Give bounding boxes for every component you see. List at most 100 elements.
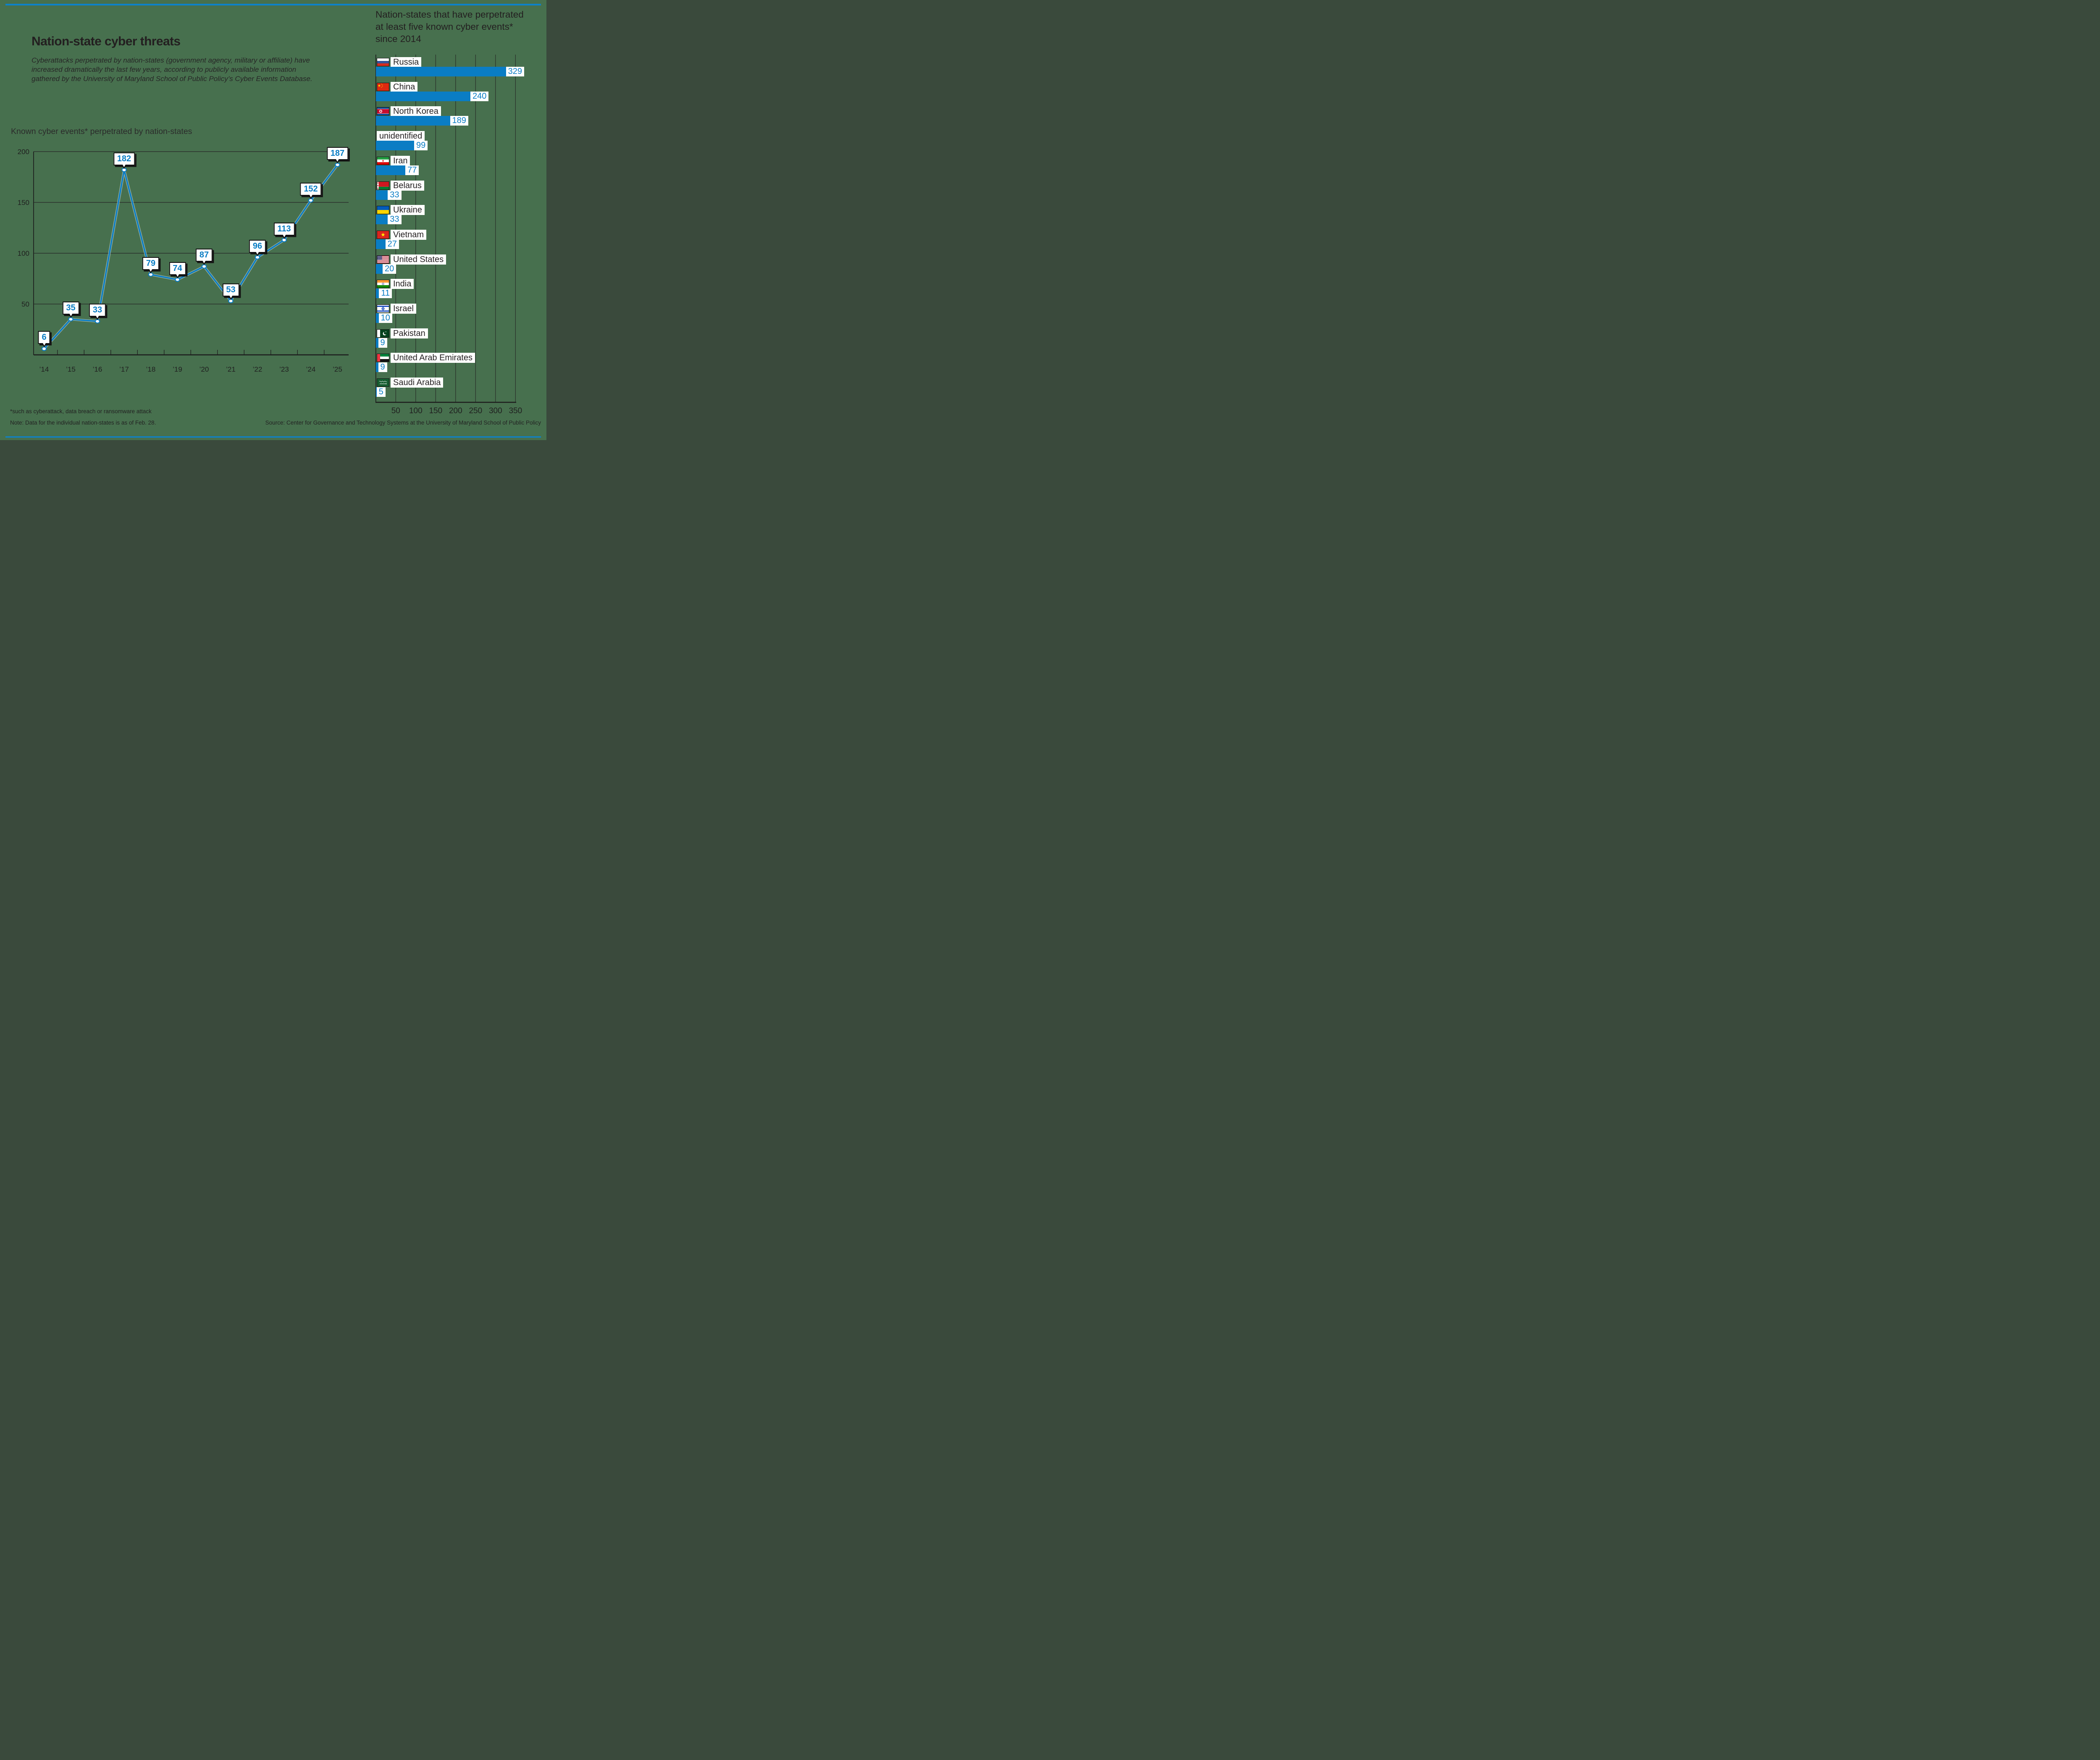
bar-chart-title: Nation-states that have perpetrated at l… (375, 9, 524, 44)
top-accent-rule (5, 4, 541, 5)
x-axis-label: ’21 (226, 365, 236, 373)
bar-x-axis-label: 200 (449, 407, 462, 415)
belarus-flag-icon (377, 181, 389, 190)
y-axis-label: 100 (18, 249, 29, 257)
saudi-arabia-flag-icon (377, 378, 389, 387)
bar-value-label: 27 (385, 239, 399, 249)
page-subtitle: Cyberattacks perpetrated by nation-state… (32, 56, 312, 83)
value-callout: 35 (62, 302, 79, 315)
pakistan-flag-icon (377, 329, 389, 338)
ukraine-flag-icon (377, 206, 389, 215)
bar-x-axis-label: 100 (409, 407, 423, 415)
country-name: Ukraine (391, 205, 425, 215)
country-name: Vietnam (391, 229, 427, 240)
value-callout: 182 (113, 152, 135, 165)
country-label-row: Vietnam (377, 229, 427, 240)
data-point-marker (255, 255, 260, 260)
country-name: Russia (391, 57, 422, 67)
data-point-marker (121, 168, 127, 172)
x-axis-label: ’15 (66, 365, 76, 373)
bar-x-axis-label: 150 (429, 407, 443, 415)
value-callout: 87 (195, 249, 213, 262)
x-axis-label: ’18 (146, 365, 156, 373)
x-axis-label: ’25 (333, 365, 342, 373)
value-callout: 6 (38, 331, 50, 344)
iran-flag-icon (377, 156, 389, 165)
country-name: Pakistan (391, 328, 428, 338)
bottom-accent-rule (5, 436, 541, 438)
country-label-row: United States (377, 254, 446, 265)
data-point-marker (68, 317, 74, 322)
bar-x-axis-label: 50 (391, 407, 400, 415)
bar-value-label: 20 (383, 264, 396, 274)
country-name: Israel (391, 304, 416, 314)
bar-value-label: 5 (376, 387, 386, 397)
bar-segment (376, 141, 415, 151)
y-axis-label: 150 (18, 199, 29, 207)
vietnam-flag-icon (377, 230, 389, 239)
country-label-row: Russia (377, 57, 422, 67)
bar-segment (376, 362, 380, 372)
bar-value-label: 99 (414, 141, 428, 151)
value-callout: 53 (222, 283, 239, 296)
data-line (43, 164, 338, 349)
bar-segment (376, 190, 389, 200)
x-axis-label: ’22 (253, 365, 262, 373)
bar-value-label: 240 (470, 91, 489, 101)
country-name: unidentified (377, 131, 425, 142)
y-axis-label: 200 (18, 148, 29, 156)
china-flag-icon (377, 82, 389, 91)
bar-x-axis-label: 250 (469, 407, 483, 415)
country-name: Saudi Arabia (391, 378, 444, 388)
value-callout: 113 (273, 222, 295, 236)
data-point-marker (308, 198, 314, 203)
bar-segment (376, 313, 380, 323)
bar-x-axis-label: 300 (488, 407, 502, 415)
bar-segment (376, 91, 472, 101)
value-callout: 79 (142, 257, 160, 270)
bar-value-label: 10 (378, 313, 392, 323)
bar-segment (376, 289, 381, 299)
country-name: North Korea (391, 106, 441, 117)
country-name: Belarus (391, 180, 424, 191)
country-label-row: North Korea (377, 106, 441, 117)
bar-value-label: 11 (379, 289, 392, 299)
bar-segment (376, 215, 389, 225)
country-name: China (391, 81, 418, 92)
country-name: United States (391, 254, 446, 265)
bar-segment (376, 338, 380, 348)
country-label-row: India (377, 279, 414, 289)
bar-chart: Russia 329 China 240 North Korea 189 unidentif… (375, 55, 546, 435)
value-callout: 187 (326, 147, 349, 160)
country-label-row: Ukraine (377, 205, 425, 215)
country-label-row: Pakistan (377, 328, 428, 338)
x-axis-label: ’24 (306, 365, 316, 373)
bar-value-label: 33 (388, 190, 402, 200)
country-label-row: Belarus (377, 180, 424, 191)
country-label-row: China (377, 81, 418, 92)
x-axis-label: ’23 (279, 365, 289, 373)
data-point-marker (94, 319, 100, 324)
x-axis-label: ’16 (93, 365, 102, 373)
bar-value-label: 189 (450, 116, 468, 126)
country-label-row: unidentified (377, 131, 425, 142)
country-name: United Arab Emirates (391, 353, 475, 363)
bar-value-label: 9 (378, 338, 387, 348)
value-callout: 74 (169, 262, 186, 275)
bar-segment (376, 165, 407, 175)
country-label-row: United Arab Emirates (377, 353, 475, 363)
country-label-row: Israel (377, 304, 416, 314)
bar-segment (376, 67, 507, 76)
country-name: Iran (391, 155, 410, 166)
x-axis-label: ’20 (200, 365, 209, 373)
x-axis-label: ’17 (119, 365, 129, 373)
bar-segment (376, 116, 452, 126)
bar-value-label: 9 (378, 362, 387, 372)
bar-value-label: 77 (405, 165, 419, 175)
data-point-marker (335, 163, 340, 167)
bar-segment (376, 239, 387, 249)
source-text: Source: Center for Governance and Techno… (265, 420, 541, 426)
page-title: Nation-state cyber threats (32, 34, 181, 48)
country-label-row: Iran (377, 155, 410, 166)
data-point-marker (175, 277, 180, 282)
